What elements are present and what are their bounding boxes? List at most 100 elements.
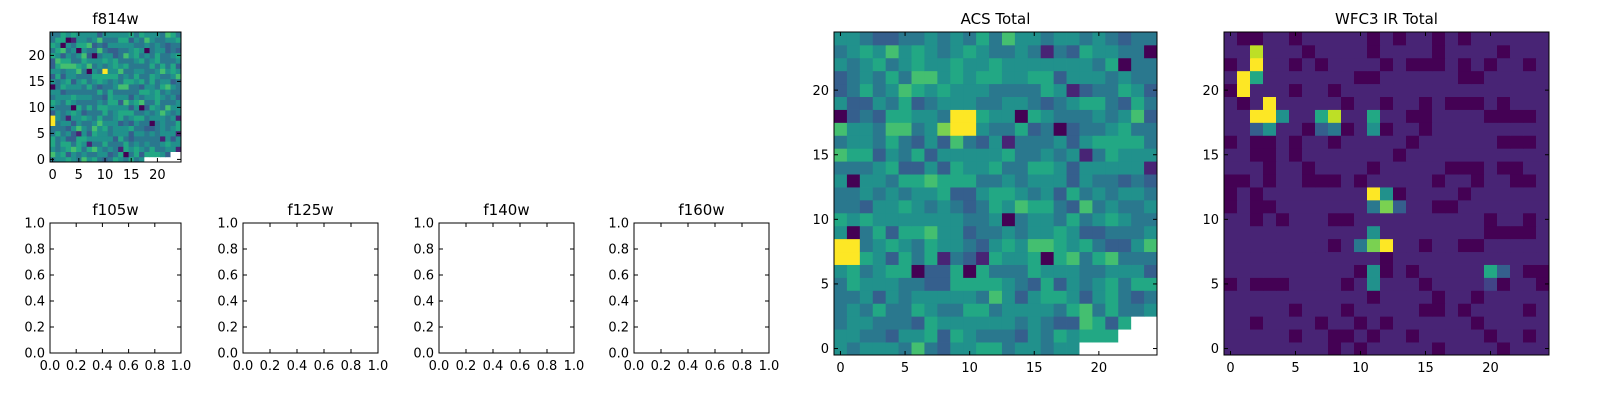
heatmap-cell — [1393, 212, 1407, 227]
heatmap-cell — [1458, 316, 1472, 330]
heatmap-cell — [139, 84, 145, 90]
heatmap-cell — [976, 329, 990, 343]
heatmap-cell — [1066, 135, 1080, 149]
x-tick-label: 0.8 — [732, 359, 753, 374]
heatmap-cell — [834, 44, 848, 59]
heatmap-cell — [1237, 148, 1251, 162]
heatmap-cell — [165, 156, 171, 163]
heatmap-cell — [846, 251, 861, 265]
heatmap-cell — [1250, 122, 1264, 136]
heatmap-cell — [1224, 290, 1238, 304]
heatmap-cell — [859, 161, 874, 175]
heatmap-cell — [1027, 83, 1042, 97]
heatmap-cell — [859, 174, 874, 188]
heatmap-cell — [1118, 174, 1132, 188]
heatmap-cell — [1092, 329, 1106, 343]
x-tick-label: 0.8 — [537, 359, 558, 374]
heatmap-cell — [937, 277, 951, 291]
heatmap-cell — [165, 89, 171, 95]
heatmap-cell — [1053, 57, 1067, 72]
heatmap-cell — [898, 44, 912, 59]
heatmap-cell — [1302, 277, 1316, 291]
heatmap-cell — [872, 303, 887, 317]
heatmap-cell — [834, 316, 848, 330]
heatmap-cell — [1497, 187, 1511, 201]
heatmap-cell — [1237, 122, 1251, 136]
heatmap-cell — [160, 32, 166, 38]
heatmap-cell — [1341, 225, 1355, 240]
heatmap-cell — [872, 199, 887, 214]
heatmap-cell — [976, 316, 990, 330]
heatmap-cell — [1497, 303, 1511, 317]
heatmap-cell — [1027, 148, 1042, 162]
heatmap-cell — [859, 122, 874, 136]
heatmap-cell — [1393, 329, 1407, 343]
heatmap-cell — [165, 47, 171, 54]
heatmap-cell — [1001, 96, 1016, 110]
heatmap-cell — [102, 73, 109, 80]
heatmap-cell — [1237, 57, 1251, 72]
heatmap-cell — [1406, 187, 1420, 201]
heatmap-cell — [123, 73, 129, 80]
heatmap-cell — [1510, 303, 1524, 317]
heatmap-cell — [1040, 251, 1055, 265]
y-tick-label: 10 — [812, 213, 829, 228]
heatmap-cell — [1445, 187, 1459, 201]
heatmap-cell — [911, 32, 925, 46]
heatmap-cell — [123, 141, 129, 147]
heatmap-cell — [963, 277, 977, 291]
heatmap-cell — [1014, 212, 1029, 227]
heatmap-cell — [1053, 329, 1067, 343]
heatmap-cell — [1118, 57, 1132, 72]
heatmap-cell — [1536, 238, 1550, 253]
heatmap-cell — [160, 58, 166, 64]
heatmap-cell — [872, 83, 887, 97]
heatmap-cell — [1066, 44, 1080, 59]
heatmap-cell — [144, 141, 150, 147]
heatmap-cell — [65, 120, 72, 126]
heatmap-cell — [123, 47, 129, 54]
heatmap-cell — [65, 156, 72, 163]
heatmap-cell — [1354, 225, 1368, 240]
heatmap-cell — [1471, 187, 1485, 201]
heatmap-cell — [1131, 277, 1145, 291]
heatmap-cell — [1105, 264, 1119, 278]
heatmap-cell — [102, 99, 109, 106]
heatmap-cell — [1458, 109, 1472, 123]
heatmap-cell — [60, 94, 67, 100]
heatmap-cell — [1131, 251, 1145, 265]
heatmap-cell — [834, 83, 848, 97]
heatmap-cell — [65, 63, 72, 69]
heatmap-cell — [1380, 161, 1394, 175]
heatmap-cell — [1341, 238, 1355, 253]
heatmap-cell — [1367, 57, 1381, 72]
heatmap-cell — [1432, 57, 1446, 72]
heatmap-cell — [924, 251, 938, 265]
heatmap-cell — [1328, 277, 1342, 291]
heatmap-cell — [1079, 135, 1093, 149]
heatmap-cell — [1315, 135, 1329, 149]
heatmap-cell — [1105, 109, 1119, 123]
heatmap-cell — [1406, 148, 1420, 162]
y-tick-label: 15 — [28, 75, 45, 90]
axes-frame — [1223, 31, 1550, 356]
heatmap-cell — [1432, 264, 1446, 278]
heatmap-cell — [60, 52, 67, 59]
heatmap-cell — [1066, 148, 1080, 162]
heatmap-cell — [846, 122, 861, 136]
heatmap-cell — [1289, 96, 1303, 110]
heatmap-cell — [1079, 161, 1093, 175]
heatmap-cell — [149, 52, 156, 59]
heatmap-cell — [154, 37, 161, 43]
heatmap-cell — [91, 141, 98, 147]
heatmap-cell — [118, 94, 124, 100]
heatmap-cell — [1484, 303, 1498, 317]
heatmap-cell — [989, 32, 1003, 46]
heatmap-cell — [133, 47, 140, 54]
heatmap-cell — [118, 58, 124, 64]
heatmap-cell — [989, 174, 1003, 188]
heatmap-cell — [950, 251, 964, 265]
heatmap-cell — [1302, 148, 1316, 162]
heatmap-cell — [1367, 135, 1381, 149]
heatmap-cell — [1419, 225, 1433, 240]
